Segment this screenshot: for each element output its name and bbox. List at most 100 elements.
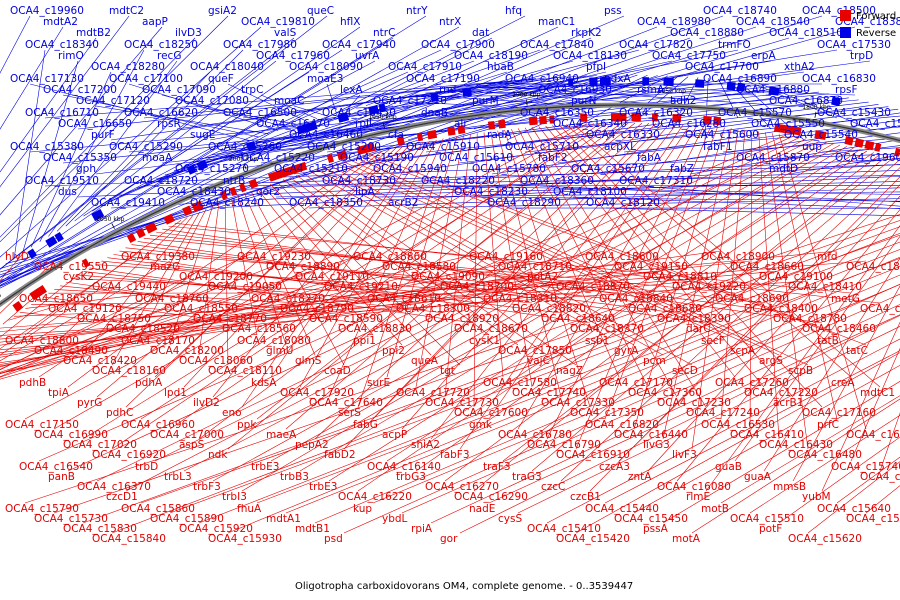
- forward-connector: [285, 266, 900, 514]
- forward-connector: [154, 139, 814, 462]
- forward-connector: [504, 129, 591, 408]
- reverse-gene-label: trpC: [241, 84, 263, 96]
- reverse-connector: [155, 60, 574, 180]
- forward-connector: [328, 138, 444, 398]
- forward-gene-label: scpA: [730, 345, 756, 357]
- reverse-connector: [326, 83, 337, 114]
- legend-swatch-reverse: [840, 27, 851, 38]
- reverse-gene-label: OCA4_c16940: [505, 73, 579, 85]
- forward-gene-label: OCA4_c18900: [701, 251, 775, 263]
- reverse-connector: [74, 60, 277, 222]
- forward-gene-label: OCA4_c18800: [5, 335, 79, 347]
- forward-connector: [82, 123, 594, 440]
- forward-gene-label: serS: [338, 407, 361, 419]
- forward-gene-label: trbL3: [164, 471, 192, 483]
- reverse-gene: [831, 96, 841, 107]
- forward-connector: [691, 128, 739, 450]
- forward-gene: [854, 138, 865, 148]
- reverse-gene-label: OCA4_c17530: [817, 39, 891, 51]
- forward-gene-label: OCA4_c15410: [527, 523, 601, 535]
- forward-gene-label: gyrA: [614, 345, 639, 357]
- reverse-gene-label: OCA4_c16470: [256, 118, 330, 130]
- forward-gene-label: OCA4_c18860: [353, 251, 427, 263]
- reverse-gene-label: pfpI: [586, 61, 606, 73]
- forward-connector: [328, 147, 854, 482]
- forward-connector: [662, 381, 900, 524]
- reverse-gene-label: uup: [802, 141, 822, 153]
- forward-gene: [326, 153, 334, 163]
- forward-connector: [572, 124, 881, 388]
- forward-gene-label: OCA4_c19150: [614, 261, 688, 273]
- forward-gene-label: OCA4_c17330: [541, 397, 615, 409]
- forward-gene-label: motA: [672, 533, 701, 545]
- forward-connector: [111, 232, 900, 534]
- reverse-connector: [174, 49, 640, 171]
- forward-gene-label: OCA4_c17000: [150, 429, 224, 441]
- reverse-gene-label: acrB2: [388, 197, 418, 209]
- forward-connector: [357, 137, 451, 408]
- forward-gene: [447, 126, 456, 136]
- forward-gene-label: shiA2: [411, 439, 440, 451]
- reverse-gene-label: OCA4_c18880: [670, 27, 744, 39]
- reverse-gene: [567, 78, 574, 87]
- forward-gene: [773, 123, 786, 133]
- reverse-gene: [726, 81, 736, 91]
- forward-gene-label: OCA4_c18160: [92, 365, 166, 377]
- forward-gene: [38, 284, 47, 295]
- forward-gene-label: OCA4_c18830: [338, 323, 412, 335]
- forward-gene: [672, 114, 682, 123]
- forward-gene-label: ybdL: [382, 513, 408, 525]
- forward-connector: [54, 289, 301, 304]
- reverse-connector: [326, 99, 859, 153]
- forward-connector: [749, 414, 900, 514]
- forward-connector: [257, 188, 374, 336]
- reverse-gene-label: purN: [571, 95, 597, 107]
- forward-gene-label: OCA4_c18390: [657, 313, 731, 325]
- forward-gene-label: czcC: [541, 481, 565, 493]
- forward-gene-label: OCA4_c19090: [411, 271, 485, 283]
- forward-connector: [107, 257, 562, 314]
- forward-connector: [154, 146, 403, 378]
- reverse-connector: [0, 26, 361, 278]
- reverse-connector: [605, 207, 900, 217]
- reverse-connector: [0, 37, 196, 238]
- forward-gene-label: pcm: [643, 355, 666, 367]
- reverse-connector: [415, 94, 592, 107]
- forward-gene-label: OCA4_c19210: [324, 281, 398, 293]
- reverse-connector: [119, 49, 442, 198]
- forward-gene: [297, 161, 308, 172]
- forward-gene-label: OCA4_c15620: [788, 533, 862, 545]
- forward-gene: [229, 186, 238, 197]
- forward-connector: [67, 136, 793, 472]
- forward-gene-label: OCA4_c17220: [744, 387, 818, 399]
- forward-connector: [53, 217, 188, 346]
- forward-gene-label: OCA4_c18460: [802, 323, 876, 335]
- tick-label: 2050 kbp: [96, 216, 124, 223]
- reverse-gene-label: erpA: [751, 50, 776, 62]
- forward-gene-label: gor: [440, 533, 458, 545]
- forward-connector: [270, 144, 841, 462]
- forward-gene-label: metG: [831, 293, 860, 305]
- reverse-gene-label: OCA4_c15390: [850, 118, 900, 130]
- tick-mark: [111, 223, 115, 229]
- reverse-gene-label: OCA4_c18740: [703, 5, 777, 17]
- forward-gene-label: OCA4_c18780: [773, 313, 847, 325]
- forward-connector: [224, 201, 229, 366]
- reverse-gene-label: cfa: [388, 129, 404, 141]
- forward-gene: [894, 147, 900, 157]
- reverse-gene-label: OCA4_c16500: [223, 107, 297, 119]
- forward-gene: [498, 119, 506, 129]
- forward-gene: [191, 200, 204, 212]
- reverse-gene-label: lexA: [340, 84, 363, 96]
- forward-connector: [329, 164, 693, 366]
- forward-gene: [784, 125, 796, 135]
- forward-connector: [807, 461, 900, 534]
- reverse-gene-label: recG: [157, 50, 181, 62]
- forward-connector: [0, 280, 577, 364]
- forward-gene-label: OCA4_c18580: [382, 261, 456, 273]
- tick-mark: [814, 111, 817, 118]
- forward-gene-label: ssb1: [585, 335, 609, 347]
- reverse-gene-label: OCA4_c16870: [769, 95, 843, 107]
- forward-gene-label: OCA4_c18300: [396, 303, 470, 315]
- forward-connector: [174, 222, 881, 304]
